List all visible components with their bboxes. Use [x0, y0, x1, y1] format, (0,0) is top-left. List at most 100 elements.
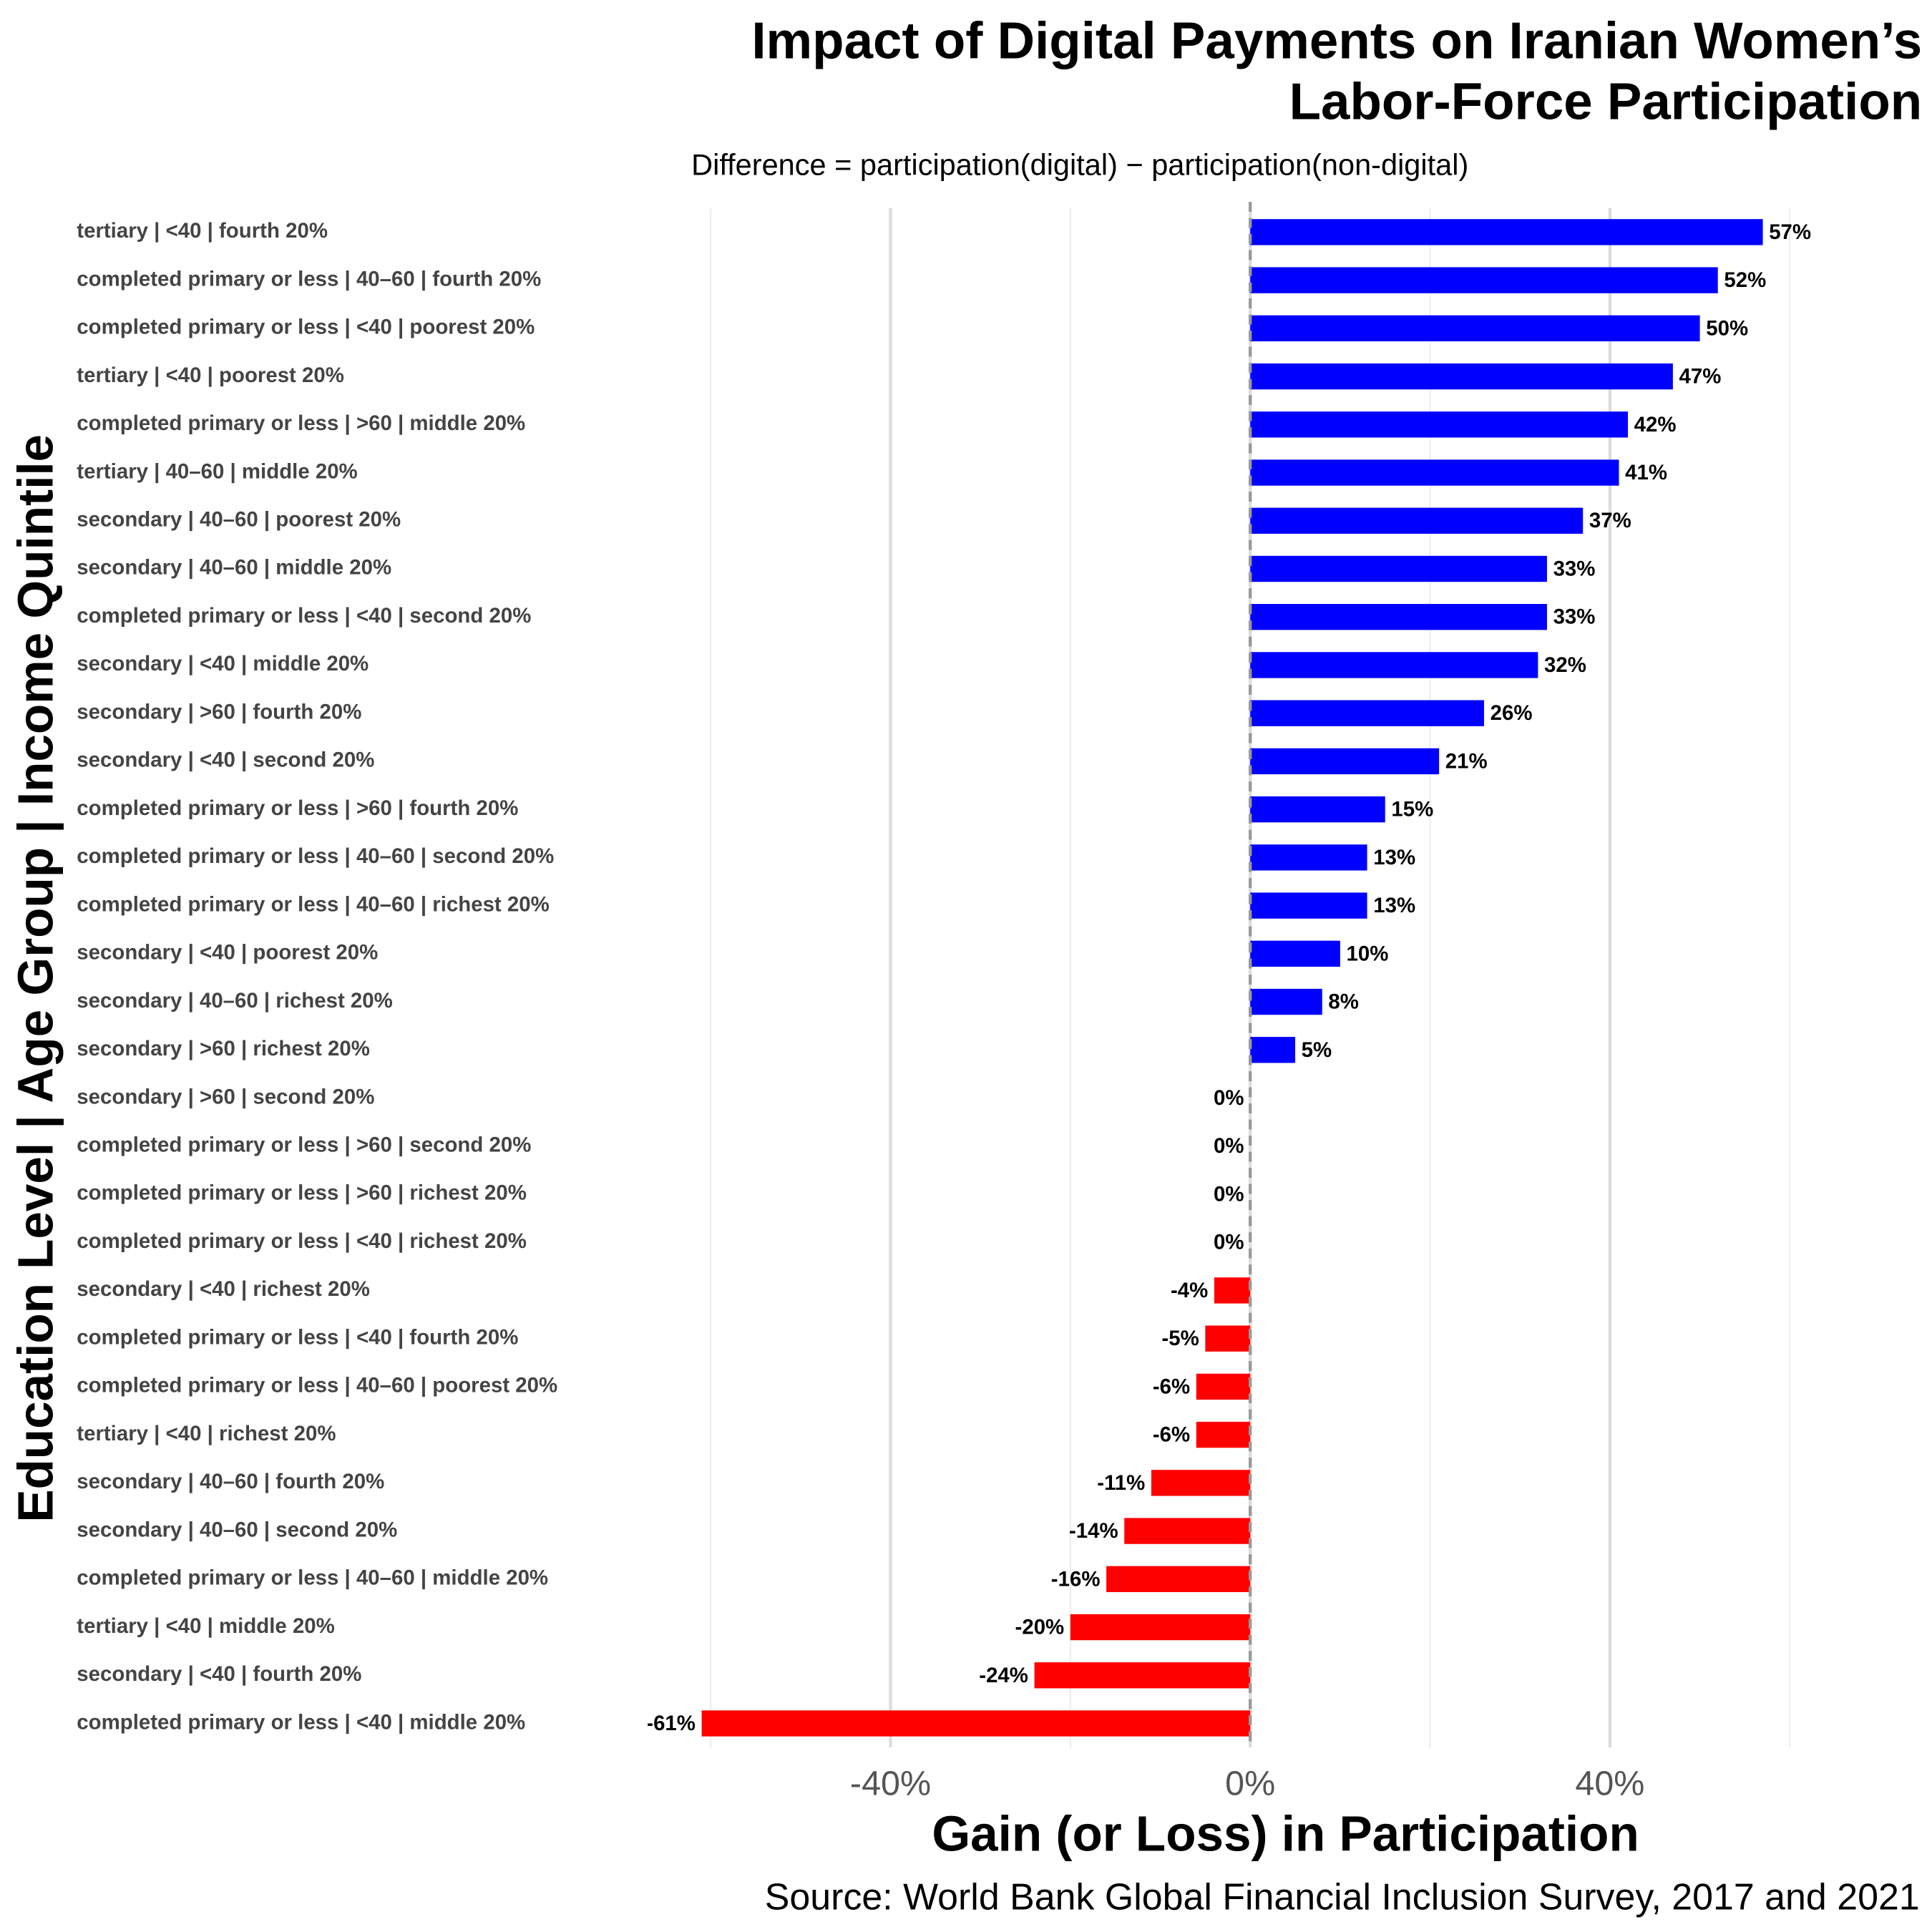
bar: [1034, 1662, 1251, 1689]
bar: [1250, 219, 1763, 245]
chart-title: Impact of Digital Payments on Iranian Wo…: [751, 12, 1922, 70]
value-label: -4%: [1171, 1279, 1208, 1302]
y-tick-label: completed primary or less | <40 | fourth…: [77, 1325, 518, 1349]
y-tick-label: tertiary | 40–60 | middle 20%: [77, 459, 357, 483]
value-label: -6%: [1153, 1375, 1190, 1398]
x-axis-label: Gain (or Loss) in Participation: [932, 1806, 1639, 1862]
value-label: -14%: [1069, 1519, 1118, 1543]
chart-subtitle: Difference = participation(digital) − pa…: [691, 148, 1468, 182]
y-tick-label: completed primary or less | 40–60 | four…: [77, 267, 541, 291]
y-tick-label: secondary | 40–60 | fourth 20%: [77, 1470, 384, 1493]
bar: [1214, 1277, 1251, 1304]
value-label: -6%: [1153, 1423, 1190, 1447]
y-tick-label: completed primary or less | >60 | second…: [77, 1133, 531, 1157]
y-tick-label: completed primary or less | <40 | poores…: [77, 316, 535, 339]
y-tick-label: completed primary or less | 40–60 | midd…: [77, 1566, 548, 1590]
value-label: -5%: [1161, 1327, 1199, 1350]
value-label: 33%: [1553, 605, 1596, 629]
bar: [1250, 796, 1385, 823]
y-tick-label: completed primary or less | 40–60 | poor…: [77, 1374, 557, 1397]
y-tick-label: completed primary or less | <40 | second…: [77, 604, 531, 628]
value-label: 13%: [1373, 894, 1415, 917]
y-tick-label: secondary | >60 | second 20%: [77, 1085, 374, 1108]
value-label: 52%: [1724, 268, 1766, 292]
value-label: 8%: [1328, 990, 1359, 1014]
value-label: -16%: [1051, 1567, 1101, 1591]
value-label: 47%: [1679, 365, 1722, 389]
bar: [1250, 652, 1538, 678]
y-tick-label: secondary | 40–60 | richest 20%: [77, 989, 392, 1013]
bar: [1196, 1421, 1251, 1448]
bar: [1250, 604, 1547, 630]
bar: [1250, 267, 1718, 293]
value-label: 0%: [1214, 1086, 1244, 1110]
value-label: 42%: [1634, 413, 1677, 436]
bar: [1250, 892, 1367, 919]
bar: [1250, 363, 1673, 390]
y-tick-label: completed primary or less | <40 | riches…: [77, 1229, 527, 1253]
bar: [1205, 1325, 1251, 1352]
value-label: 0%: [1214, 1182, 1244, 1206]
bar: [1250, 507, 1584, 534]
value-label: -24%: [979, 1664, 1028, 1687]
y-tick-label: completed primary or less | 40–60 | rich…: [77, 892, 549, 916]
value-label: 15%: [1391, 798, 1433, 821]
y-tick-label: tertiary | <40 | middle 20%: [77, 1614, 335, 1638]
value-label: 57%: [1769, 220, 1811, 244]
value-label: 21%: [1445, 749, 1488, 773]
y-tick-label: secondary | <40 | richest 20%: [77, 1277, 370, 1301]
y-tick-label: completed primary or less | >60 | middle…: [77, 411, 525, 435]
y-tick-label: secondary | >60 | richest 20%: [77, 1037, 370, 1060]
value-label: 33%: [1553, 557, 1596, 580]
y-tick-label: tertiary | <40 | fourth 20%: [77, 219, 328, 243]
y-tick-label: secondary | >60 | fourth 20%: [77, 700, 361, 723]
value-label: 0%: [1214, 1231, 1244, 1254]
value-label: 37%: [1589, 509, 1631, 532]
bar: [1250, 1037, 1296, 1063]
bar: [1250, 315, 1700, 342]
x-tick-label: -40%: [850, 1765, 931, 1803]
bar: [1250, 748, 1440, 775]
y-tick-label: secondary | <40 | poorest 20%: [77, 941, 378, 965]
caption: Source: World Bank Global Financial Incl…: [765, 1877, 1920, 1918]
value-label: 5%: [1302, 1038, 1332, 1062]
value-label: -61%: [646, 1712, 696, 1735]
bar: [701, 1710, 1251, 1737]
value-label: -11%: [1097, 1471, 1145, 1495]
y-tick-label: completed primary or less | >60 | riches…: [77, 1181, 527, 1205]
y-tick-label: secondary | <40 | second 20%: [77, 748, 374, 772]
bar: [1124, 1518, 1251, 1544]
bar: [1250, 555, 1547, 582]
y-tick-label: secondary | 40–60 | middle 20%: [77, 556, 391, 580]
y-tick-label: completed primary or less | <40 | middle…: [77, 1710, 525, 1734]
bar: [1250, 988, 1322, 1015]
y-tick-label: secondary | <40 | middle 20%: [77, 652, 369, 675]
value-label: 50%: [1706, 316, 1748, 340]
bar: [1196, 1373, 1251, 1400]
value-label: 10%: [1347, 942, 1389, 965]
value-label: -20%: [1015, 1616, 1065, 1639]
bar: [1106, 1566, 1251, 1592]
bar: [1250, 940, 1340, 967]
y-tick-label: secondary | 40–60 | poorest 20%: [77, 508, 401, 532]
y-axis-label: Education Level | Age Group | Income Qui…: [8, 434, 64, 1523]
bar: [1250, 844, 1367, 871]
y-tick-label: tertiary | <40 | poorest 20%: [77, 364, 344, 387]
value-label: 32%: [1544, 653, 1586, 677]
bar: [1250, 700, 1484, 726]
chart-title: Labor-Force Participation: [1289, 72, 1922, 130]
value-label: 0%: [1214, 1134, 1244, 1158]
y-tick-label: tertiary | <40 | richest 20%: [77, 1422, 336, 1445]
value-label: 41%: [1625, 461, 1667, 484]
value-label: 26%: [1491, 701, 1533, 725]
y-tick-label: completed primary or less | 40–60 | seco…: [77, 844, 554, 868]
bar: [1070, 1614, 1251, 1641]
value-label: 13%: [1373, 846, 1415, 869]
y-tick-label: secondary | <40 | fourth 20%: [77, 1662, 361, 1686]
bar: [1151, 1470, 1251, 1496]
bar: [1250, 459, 1619, 486]
y-tick-label: secondary | 40–60 | second 20%: [77, 1518, 397, 1541]
bar: [1250, 411, 1629, 438]
y-tick-label: completed primary or less | >60 | fourth…: [77, 796, 518, 820]
